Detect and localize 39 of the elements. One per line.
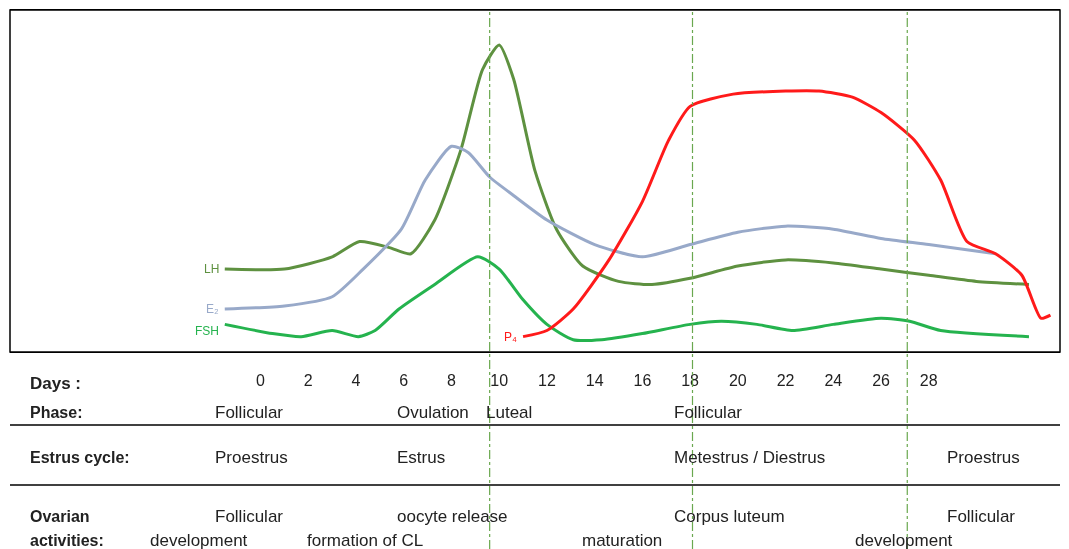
text: Ovarian xyxy=(30,508,90,525)
x-tick-label: 8 xyxy=(447,372,457,390)
x-tick-label: 24 xyxy=(824,372,843,390)
x-tick-label: 2 xyxy=(303,372,313,390)
series-label: P₄ xyxy=(504,330,517,344)
x-tick-label: 22 xyxy=(776,372,795,390)
x-tick-label: 16 xyxy=(633,372,652,390)
text: Follicular xyxy=(947,507,1016,526)
text: Metestrus / Diestrus xyxy=(674,448,826,467)
text: Ovulation xyxy=(397,403,469,422)
text: Follicular xyxy=(674,403,743,422)
x-tick-label: 12 xyxy=(538,372,556,390)
x-axis-title: Days : xyxy=(30,374,82,393)
x-tick-label: 14 xyxy=(585,372,604,390)
series-label: E₂ xyxy=(206,302,219,316)
series-label: LH xyxy=(204,262,220,276)
text: Proestrus xyxy=(947,448,1020,467)
text: activities: xyxy=(30,532,104,549)
text: Phase: xyxy=(30,404,83,421)
text: development xyxy=(855,531,953,549)
text: development xyxy=(150,531,248,549)
x-tick-label: 10 xyxy=(490,372,509,390)
text: Follicular xyxy=(215,403,284,422)
text: formation of CL xyxy=(307,531,424,549)
text: Estrus cycle: xyxy=(30,449,130,466)
x-tick-label: 6 xyxy=(399,372,409,390)
text: Corpus luteum xyxy=(674,507,785,526)
x-tick-label: 26 xyxy=(872,372,891,390)
x-tick-label: 20 xyxy=(728,372,747,390)
text: Proestrus xyxy=(215,448,288,467)
series-label: FSH xyxy=(195,324,219,338)
text: Follicular xyxy=(215,507,284,526)
text: Estrus xyxy=(397,448,446,467)
x-tick-label: 4 xyxy=(351,372,361,390)
text: oocyte release xyxy=(397,507,508,526)
x-tick-label: 0 xyxy=(256,372,266,390)
text: maturation xyxy=(582,531,663,549)
x-tick-label: 28 xyxy=(919,372,938,390)
text: Luteal xyxy=(486,403,533,422)
